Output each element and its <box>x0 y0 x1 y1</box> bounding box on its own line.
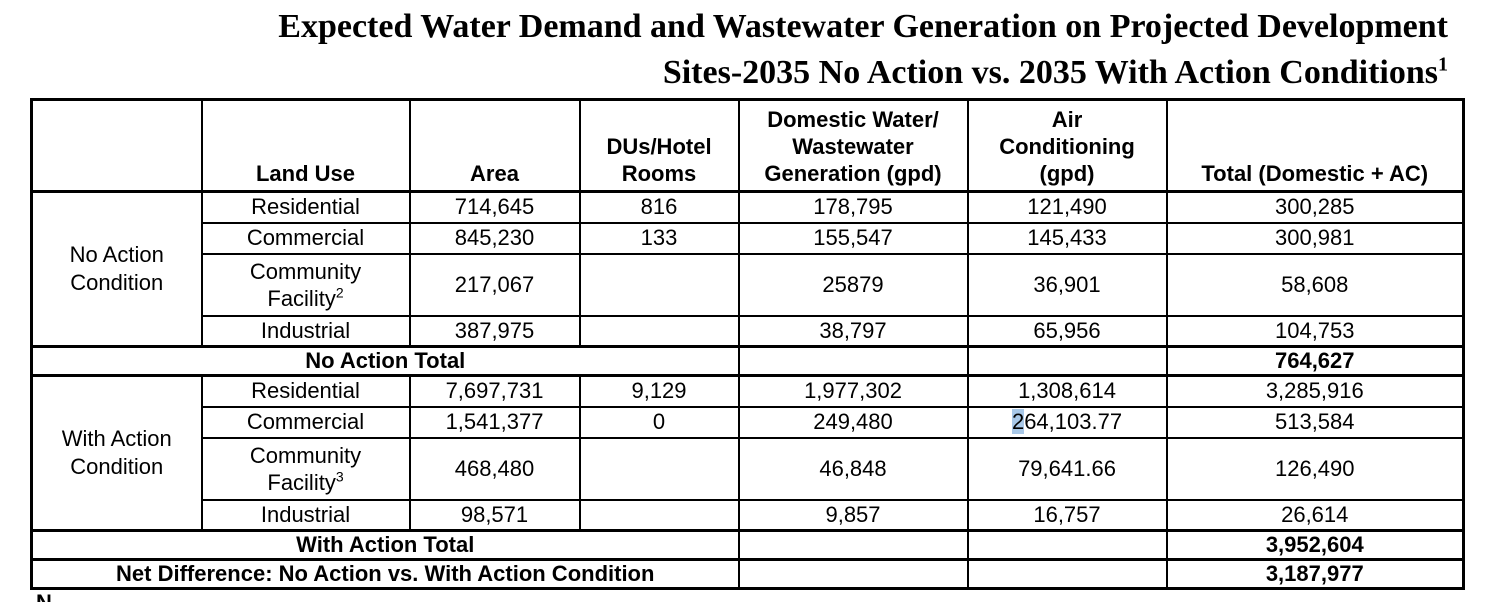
area-cell: 217,067 <box>408 252 581 317</box>
empty-cell <box>737 558 969 590</box>
domestic-cell: 249,480 <box>737 405 969 439</box>
title-line-1: Expected Water Demand and Wastewater Gen… <box>278 8 1448 45</box>
area-cell: 98,571 <box>408 498 581 532</box>
dus-cell: 9,129 <box>578 374 740 408</box>
area-cell: 1,541,377 <box>408 405 581 439</box>
footnote-marker: 2 <box>335 284 344 301</box>
ac-cell: 1,308,614 <box>966 374 1168 408</box>
table-row: With Action Condition Residential 7,697,… <box>30 374 1465 532</box>
dus-cell <box>578 252 740 317</box>
ac-cell: 79,641.66 <box>966 436 1168 501</box>
selection-highlight: 2 <box>1011 409 1025 434</box>
with-action-total-label: With Action Total <box>30 529 740 561</box>
title-line-2-text: Sites-2035 No Action vs. 2035 With Actio… <box>662 54 1438 91</box>
footnote-marker: 3 <box>335 468 344 485</box>
title-footnote-marker: 1 <box>1438 53 1448 76</box>
table-row: Industrial 387,975 38,797 65,956 104,753 <box>32 314 1465 348</box>
with-action-total-value: 3,952,604 <box>1165 529 1465 561</box>
document-title: Expected Water Demand and Wastewater Gen… <box>0 0 1492 98</box>
header-area: Area <box>408 98 581 193</box>
domestic-cell: 178,795 <box>737 190 969 224</box>
title-line-2: Sites-2035 No Action vs. 2035 With Actio… <box>30 50 1448 96</box>
domestic-cell: 38,797 <box>737 314 969 348</box>
cutoff-footnote-text: N <box>0 590 1492 602</box>
table-row: Commercial 845,230 133 155,547 145,433 3… <box>32 221 1465 255</box>
dus-cell: 816 <box>578 190 740 224</box>
dus-cell: 133 <box>578 221 740 255</box>
ac-cell: 16,757 <box>966 498 1168 532</box>
total-cell: 104,753 <box>1165 314 1465 348</box>
empty-cell <box>966 529 1168 561</box>
land-use-cell: Residential <box>200 190 411 224</box>
net-difference-value: 3,187,977 <box>1165 558 1465 590</box>
domestic-cell: 25879 <box>737 252 969 317</box>
table-row: No Action Condition Residential 714,645 … <box>30 190 1465 348</box>
empty-cell <box>737 529 969 561</box>
area-cell: 714,645 <box>408 190 581 224</box>
no-action-total-label: No Action Total <box>30 345 740 377</box>
ac-cell: 264,103.77 <box>966 405 1168 439</box>
empty-cell <box>966 345 1168 377</box>
domestic-cell: 1,977,302 <box>737 374 969 408</box>
group-label-no-action: No Action Condition <box>30 190 203 348</box>
ac-text: 64,103.77 <box>1024 409 1123 434</box>
dus-cell <box>578 498 740 532</box>
header-blank <box>30 98 203 193</box>
domestic-cell: 46,848 <box>737 436 969 501</box>
total-cell: 26,614 <box>1165 498 1465 532</box>
land-use-cell: Commercial <box>200 405 411 439</box>
total-cell: 126,490 <box>1165 436 1465 501</box>
empty-cell <box>737 345 969 377</box>
area-cell: 7,697,731 <box>408 374 581 408</box>
ac-cell: 65,956 <box>966 314 1168 348</box>
ac-cell: 145,433 <box>966 221 1168 255</box>
dus-cell <box>578 314 740 348</box>
header-land-use: Land Use <box>200 98 411 193</box>
table-row: Community Facility3 468,480 46,848 79,64… <box>32 436 1465 501</box>
table-row: Commercial 1,541,377 0 249,480 264,103.7… <box>32 405 1465 439</box>
net-difference-row: Net Difference: No Action vs. With Actio… <box>30 558 1465 590</box>
total-cell: 513,584 <box>1165 405 1465 439</box>
total-cell: 300,981 <box>1165 221 1465 255</box>
dus-cell: 0 <box>578 405 740 439</box>
domestic-cell: 9,857 <box>737 498 969 532</box>
area-cell: 468,480 <box>408 436 581 501</box>
total-cell: 300,285 <box>1165 190 1465 224</box>
header-row: Land Use Area DUs/Hotel Rooms Domestic W… <box>30 98 1465 193</box>
net-difference-label: Net Difference: No Action vs. With Actio… <box>30 558 740 590</box>
table-row: Community Facility2 217,067 25879 36,901… <box>32 252 1465 317</box>
land-use-text: Community Facility <box>249 258 362 311</box>
total-cell: 3,285,916 <box>1165 374 1465 408</box>
land-use-cell: Community Facility2 <box>200 252 411 317</box>
header-dus-hotel-rooms: DUs/Hotel Rooms <box>578 98 740 193</box>
no-action-total-row: No Action Total 764,627 <box>30 345 1465 377</box>
with-action-total-row: With Action Total 3,952,604 <box>30 529 1465 561</box>
land-use-cell: Community Facility3 <box>200 436 411 501</box>
ac-cell: 36,901 <box>966 252 1168 317</box>
total-cell: 58,608 <box>1165 252 1465 317</box>
land-use-cell: Industrial <box>200 314 411 348</box>
header-domestic-water: Domestic Water/ Wastewater Generation (g… <box>737 98 969 193</box>
domestic-cell: 155,547 <box>737 221 969 255</box>
empty-cell <box>966 558 1168 590</box>
water-demand-table: Land Use Area DUs/Hotel Rooms Domestic W… <box>30 98 1465 590</box>
table-row: Industrial 98,571 9,857 16,757 26,614 <box>32 498 1465 532</box>
cutoff-text: N <box>36 591 1492 602</box>
dus-cell <box>578 436 740 501</box>
area-cell: 387,975 <box>408 314 581 348</box>
group-label-with-action: With Action Condition <box>30 374 203 532</box>
header-total: Total (Domestic + AC) <box>1165 98 1465 193</box>
land-use-cell: Industrial <box>200 498 411 532</box>
land-use-cell: Commercial <box>200 221 411 255</box>
no-action-total-value: 764,627 <box>1165 345 1465 377</box>
area-cell: 845,230 <box>408 221 581 255</box>
land-use-text: Community Facility <box>249 442 362 495</box>
header-air-conditioning: Air Conditioning (gpd) <box>966 98 1168 193</box>
ac-cell: 121,490 <box>966 190 1168 224</box>
land-use-cell: Residential <box>200 374 411 408</box>
